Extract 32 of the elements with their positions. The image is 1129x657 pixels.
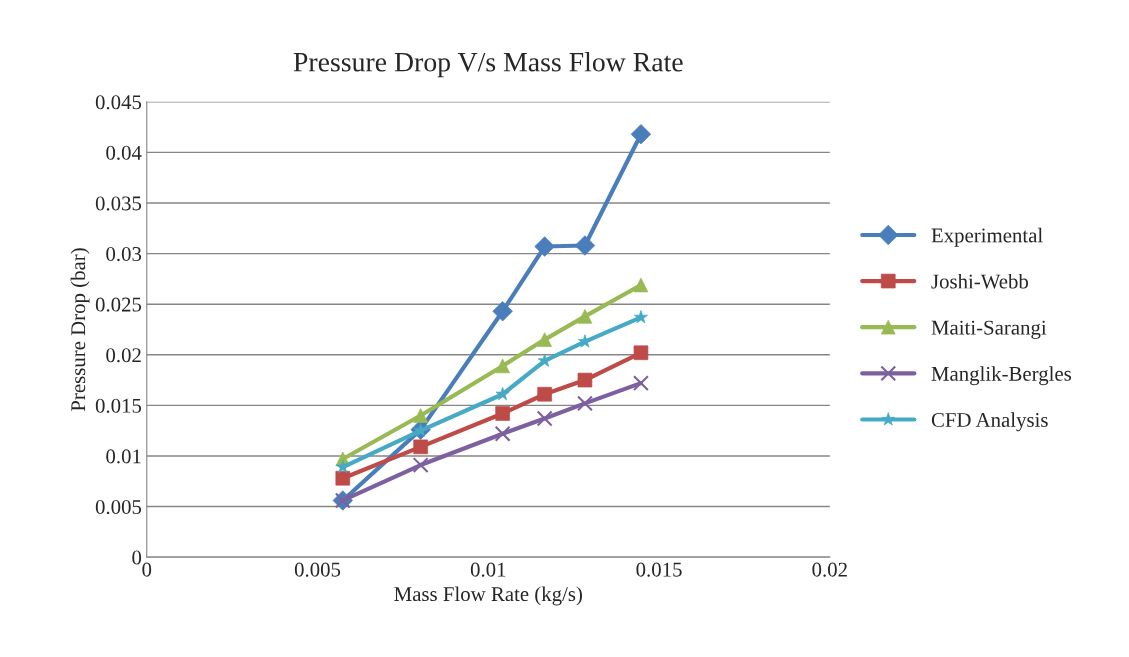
y-tick-label: 0.02: [106, 348, 141, 363]
point: [413, 439, 428, 455]
x-tick-label: 0.02: [812, 562, 847, 577]
x-tick-label: 0.01: [470, 562, 506, 577]
x-tick-label: 0: [142, 562, 152, 577]
y-tick-label: 0: [132, 550, 142, 565]
y-tick-label: 0.01: [106, 449, 141, 464]
y-tick-label: 0.045: [95, 95, 142, 110]
legend-label: Experimental: [931, 227, 1043, 247]
point: [412, 457, 429, 474]
legend-label: Maiti-Sarangi: [931, 320, 1047, 339]
x-axis-title: Mass Flow Rate (kg/s): [394, 586, 582, 606]
legend-label: Manglik-Bergles: [931, 366, 1072, 386]
y-axis-title: Pressure Drop (bar): [70, 248, 90, 412]
y-tick-label: 0.015: [95, 398, 142, 413]
x-tick-label: 0.015: [636, 562, 682, 577]
point: [576, 395, 593, 412]
y-tick-label: 0.04: [106, 145, 142, 160]
chart-title: Pressure Drop V/s Mass Flow Rate: [293, 52, 683, 78]
point: [536, 410, 553, 427]
y-tick-label: 0.025: [95, 297, 142, 312]
point: [577, 372, 593, 388]
point: [494, 425, 511, 442]
y-tick-label: 0.005: [95, 499, 142, 515]
point: [537, 332, 552, 347]
y-tick-label: 0.035: [95, 196, 142, 211]
point: [632, 375, 649, 392]
point: [574, 235, 596, 256]
y-tick-label: 0.03: [106, 246, 142, 262]
legend-label: Joshi-Webb: [931, 273, 1029, 289]
x-tick-label: 0.005: [294, 562, 341, 577]
legend-label: CFD Analysis: [931, 412, 1048, 432]
